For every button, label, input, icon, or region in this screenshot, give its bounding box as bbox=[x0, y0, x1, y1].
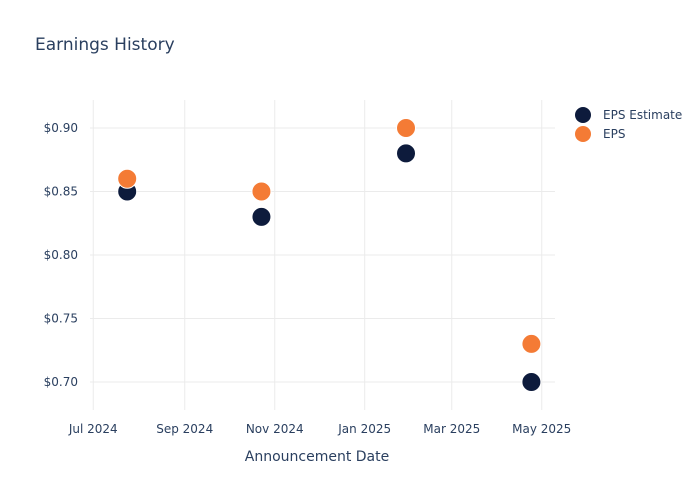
chart-title: Earnings History bbox=[35, 35, 175, 55]
x-axis-ticks: Jul 2024 Sep 2024 Nov 2024 Jan 2025 Mar 2025… bbox=[68, 422, 571, 436]
x-tick-label: May 2025 bbox=[512, 422, 571, 436]
eps-point[interactable] bbox=[251, 181, 272, 202]
legend-item-eps-estimate[interactable]: EPS Estimate bbox=[575, 107, 682, 123]
x-axis-title: Announcement Date bbox=[245, 449, 389, 465]
legend-label: EPS bbox=[603, 127, 625, 141]
eps-estimate-point[interactable] bbox=[521, 372, 542, 393]
eps-point[interactable] bbox=[117, 168, 138, 189]
x-tick-label: Nov 2024 bbox=[246, 422, 304, 436]
y-tick-label: $0.85 bbox=[44, 184, 78, 198]
legend[interactable]: EPS Estimate EPS bbox=[575, 107, 682, 142]
legend-marker bbox=[575, 107, 591, 123]
y-tick-label: $0.70 bbox=[44, 375, 78, 389]
legend-marker bbox=[575, 126, 591, 142]
grid-lines bbox=[90, 100, 555, 410]
eps-estimate-point[interactable] bbox=[251, 206, 272, 227]
eps-point[interactable] bbox=[396, 117, 417, 138]
y-axis-ticks: $0.70 $0.75 $0.80 $0.85 $0.90 bbox=[44, 121, 78, 389]
x-tick-label: Jul 2024 bbox=[68, 422, 118, 436]
eps-estimate-point[interactable] bbox=[396, 143, 417, 164]
y-tick-label: $0.80 bbox=[44, 248, 78, 262]
x-tick-label: Jan 2025 bbox=[337, 422, 391, 436]
data-points bbox=[117, 117, 542, 393]
legend-item-eps[interactable]: EPS bbox=[575, 126, 625, 142]
x-tick-label: Mar 2025 bbox=[423, 422, 480, 436]
legend-label: EPS Estimate bbox=[603, 108, 682, 122]
x-tick-label: Sep 2024 bbox=[156, 422, 213, 436]
eps-point[interactable] bbox=[521, 333, 542, 354]
y-tick-label: $0.75 bbox=[44, 312, 78, 326]
y-tick-label: $0.90 bbox=[44, 121, 78, 135]
